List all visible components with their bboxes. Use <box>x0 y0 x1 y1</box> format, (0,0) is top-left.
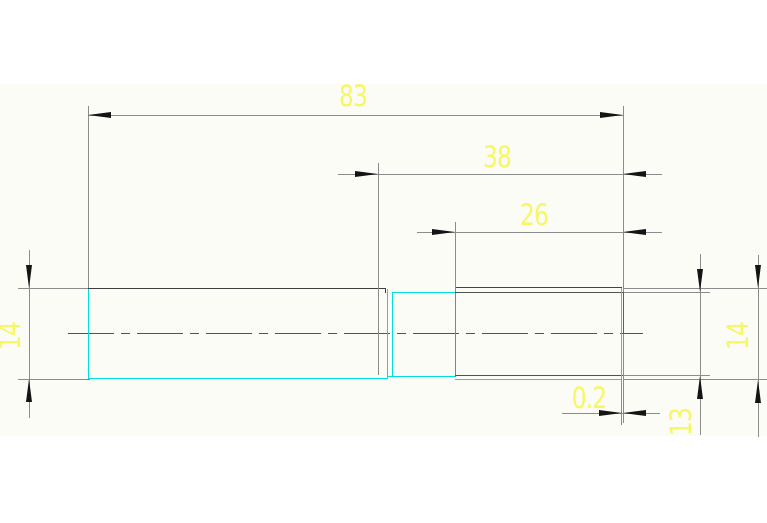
shaft-bottom-edge-mid-section[interactable] <box>388 376 455 377</box>
dim-38-arrow-right <box>623 171 646 177</box>
dim-14L-line[interactable] <box>29 250 30 418</box>
dim-14L-text[interactable]: 14 <box>0 322 27 350</box>
end-offset-edge-red[interactable] <box>623 292 624 334</box>
shaft-right-end-face[interactable] <box>621 288 622 379</box>
dim-14R-line[interactable] <box>758 255 759 437</box>
shaft-top-edge-mid-section[interactable] <box>392 292 455 293</box>
dim-83-arrow-right <box>600 112 623 118</box>
dim-83-text[interactable]: 83 <box>339 79 368 113</box>
shaft-centerline[interactable] <box>68 333 643 334</box>
thread-root-bottom-edge[interactable] <box>455 375 623 376</box>
thread-major-top-edge[interactable] <box>455 287 622 288</box>
dim-13-arrow-bottom <box>697 376 703 399</box>
dim-14L-arrow-top <box>26 265 32 288</box>
shaft-top-edge-left-section[interactable] <box>88 288 385 289</box>
extension-line-38-left[interactable] <box>378 163 379 375</box>
extension-line-14L-top[interactable] <box>18 288 88 289</box>
dim-13-text[interactable]: 13 <box>664 408 698 436</box>
extension-line-02[interactable] <box>621 379 622 425</box>
thread-root-top-edge[interactable] <box>455 292 623 293</box>
shaft-shoulder[interactable] <box>455 288 456 377</box>
extension-line-26-left[interactable] <box>455 222 456 290</box>
dim-13-arrow-top <box>697 269 703 292</box>
dim-02-text[interactable]: 0.2 <box>571 381 607 415</box>
extension-line-14R-top[interactable] <box>624 288 767 289</box>
extension-line-right-common[interactable] <box>623 106 624 423</box>
extension-line-13-top[interactable] <box>624 292 710 293</box>
groove-wall-left[interactable] <box>387 289 388 378</box>
dim-14R-arrow-top <box>755 265 761 288</box>
dim-38-text[interactable]: 38 <box>483 140 512 174</box>
extension-line-83-left[interactable] <box>88 106 89 288</box>
extension-line-14L-bottom[interactable] <box>18 379 90 380</box>
dim-14R-text[interactable]: 14 <box>721 322 755 350</box>
dim-14R-arrow-bottom <box>755 380 761 403</box>
dim-14L-arrow-bottom <box>26 379 32 402</box>
dim-02-arrow-right <box>623 410 646 416</box>
dim-26-arrow-left <box>432 229 455 235</box>
dim-38-arrow-left <box>355 171 378 177</box>
dim-26-text[interactable]: 26 <box>520 198 549 232</box>
extension-line-14R-bottom[interactable] <box>624 379 767 380</box>
shaft-step-edge[interactable] <box>385 288 386 293</box>
dim-83-arrow-left <box>88 112 111 118</box>
extension-line-13-bottom[interactable] <box>624 375 710 376</box>
shaft-left-end-face[interactable] <box>88 288 89 379</box>
dim-13-line[interactable] <box>700 254 701 435</box>
dim-26-arrow-right <box>623 229 646 235</box>
dim-38-line[interactable] <box>338 174 662 175</box>
groove-wall-right[interactable] <box>392 292 393 376</box>
drawing-paper-area <box>0 84 767 436</box>
thread-major-bottom-edge[interactable] <box>455 379 622 380</box>
shaft-bottom-edge-left-section[interactable] <box>88 378 388 379</box>
dim-26-line[interactable] <box>417 232 662 233</box>
dim-02-arrow-left <box>599 410 622 416</box>
dim-83-line[interactable] <box>88 115 624 116</box>
